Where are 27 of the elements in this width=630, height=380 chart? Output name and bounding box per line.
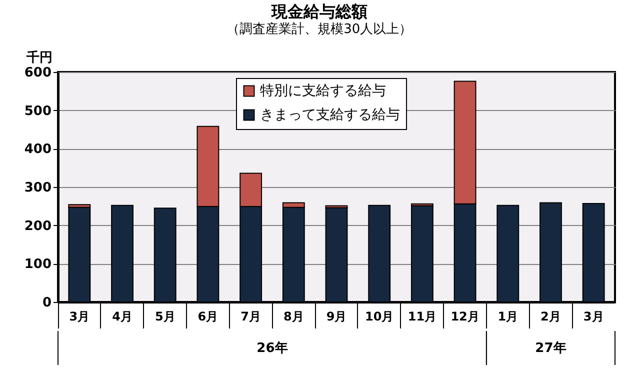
- x-tick-label: 5月: [154, 310, 176, 324]
- x-tick-label: 7月: [240, 310, 261, 324]
- legend-label: 特別に支給する給与: [260, 83, 386, 99]
- x-tick-label: 2月: [540, 310, 561, 324]
- x-tick-label: 3月: [69, 310, 90, 324]
- y-tick-label: 400: [24, 142, 52, 158]
- legend-label: きまって支給する給与: [260, 107, 400, 123]
- y-tick-label: 0: [42, 296, 52, 310]
- x-tick-label: 3月: [583, 310, 604, 324]
- x-tick-label: 12月: [450, 310, 480, 324]
- x-tick-label: 9月: [326, 310, 347, 324]
- y-tick-label: 200: [24, 218, 52, 234]
- chart-title: 現金給与総額: [270, 2, 368, 21]
- x-tick-label: 6月: [198, 310, 218, 324]
- y-axis-title: 千円: [26, 50, 52, 66]
- x-tick-label: 1月: [498, 310, 518, 324]
- text: 26年: [256, 341, 288, 356]
- y-tick-label: 300: [24, 180, 52, 196]
- y-tick-label: 500: [24, 104, 52, 119]
- y-tick-label: 100: [24, 257, 52, 272]
- x-tick-label: 10月: [364, 310, 394, 324]
- x-tick-label: 4月: [112, 310, 132, 324]
- chart-subtitle: （調査産業計、規模30人以上）: [226, 21, 412, 37]
- y-tick-label: 600: [24, 66, 52, 80]
- x-tick-label: 8月: [283, 310, 304, 324]
- text: 27年: [535, 341, 566, 356]
- x-tick-label: 11月: [408, 310, 437, 324]
